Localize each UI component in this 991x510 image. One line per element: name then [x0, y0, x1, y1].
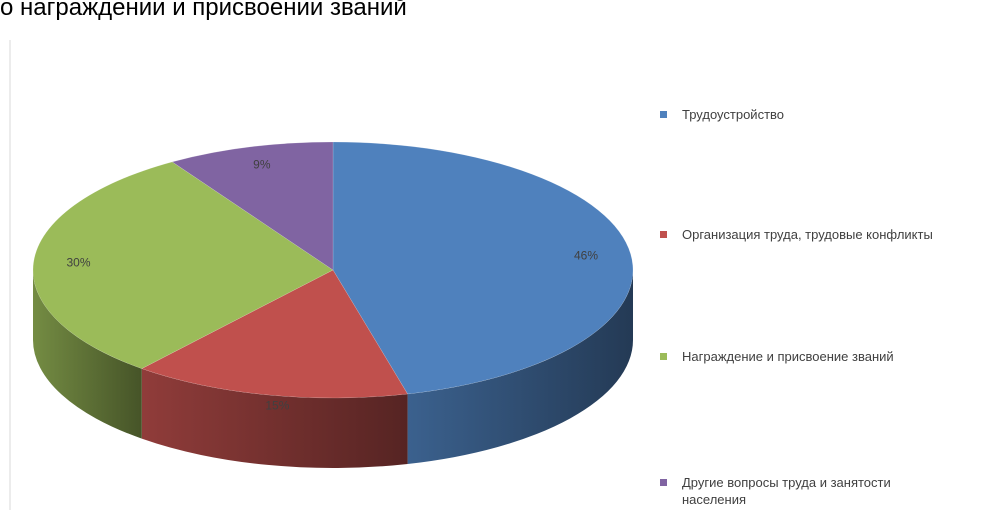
legend-label: Награждение и присвоение званий — [682, 349, 894, 364]
legend-item: Награждение и присвоение званий — [660, 348, 960, 365]
legend-swatch — [660, 479, 667, 486]
slice-side — [33, 270, 142, 439]
slice-side — [407, 270, 633, 464]
legend-item: Трудоустройство — [660, 106, 960, 123]
legend-swatch — [660, 111, 667, 118]
legend-item: Организация труда, трудовые конфликты — [660, 226, 960, 243]
chart-title: о награждении и присвоении званий — [0, 0, 407, 21]
data-label: 9% — [253, 158, 271, 172]
slice — [332, 141, 634, 395]
legend-label: Другие вопросы труда и занятости населен… — [682, 475, 891, 507]
slice-side — [141, 368, 408, 468]
legend-swatch — [660, 231, 667, 238]
legend-label: Организация труда, трудовые конфликты — [682, 227, 933, 242]
data-label: 30% — [66, 255, 90, 269]
legend-label: Трудоустройство — [682, 107, 785, 122]
data-label: 15% — [265, 398, 289, 412]
slice — [141, 269, 409, 399]
slice — [171, 141, 334, 271]
slice — [32, 161, 334, 369]
legend-item: Другие вопросы труда и занятости населен… — [660, 474, 960, 508]
legend-swatch — [660, 353, 667, 360]
data-label: 46% — [574, 249, 598, 263]
